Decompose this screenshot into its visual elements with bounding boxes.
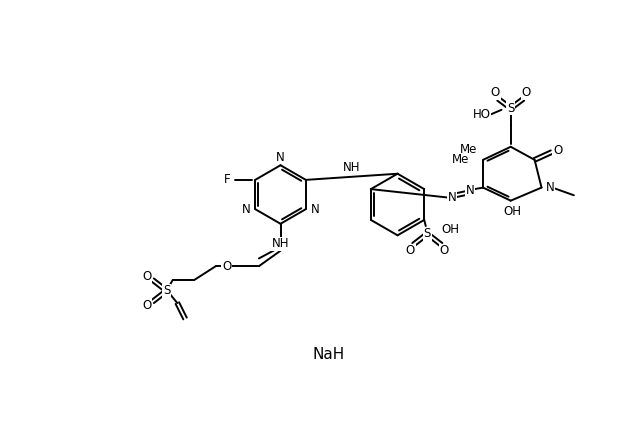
Text: O: O [490, 86, 500, 99]
Text: N: N [276, 151, 285, 164]
Text: Me: Me [460, 143, 477, 156]
Text: O: O [521, 86, 531, 99]
Text: O: O [406, 244, 415, 257]
Text: N: N [242, 203, 250, 216]
Text: N: N [546, 181, 554, 194]
Text: NaH: NaH [313, 347, 345, 362]
Text: S: S [424, 227, 431, 240]
Text: F: F [224, 173, 230, 187]
Text: NH: NH [272, 237, 290, 250]
Text: NH: NH [343, 161, 360, 174]
Text: Me: Me [452, 153, 469, 166]
Text: OH: OH [441, 224, 459, 237]
Text: O: O [222, 260, 231, 273]
Text: N: N [448, 191, 456, 204]
Text: HO: HO [473, 108, 490, 121]
Text: O: O [142, 299, 151, 312]
Text: O: O [553, 144, 562, 157]
Text: N: N [465, 184, 474, 197]
Text: O: O [142, 269, 151, 282]
Text: N: N [311, 203, 319, 216]
Text: S: S [507, 102, 514, 115]
Text: OH: OH [503, 205, 521, 218]
Text: O: O [440, 244, 449, 257]
Text: S: S [163, 284, 170, 297]
